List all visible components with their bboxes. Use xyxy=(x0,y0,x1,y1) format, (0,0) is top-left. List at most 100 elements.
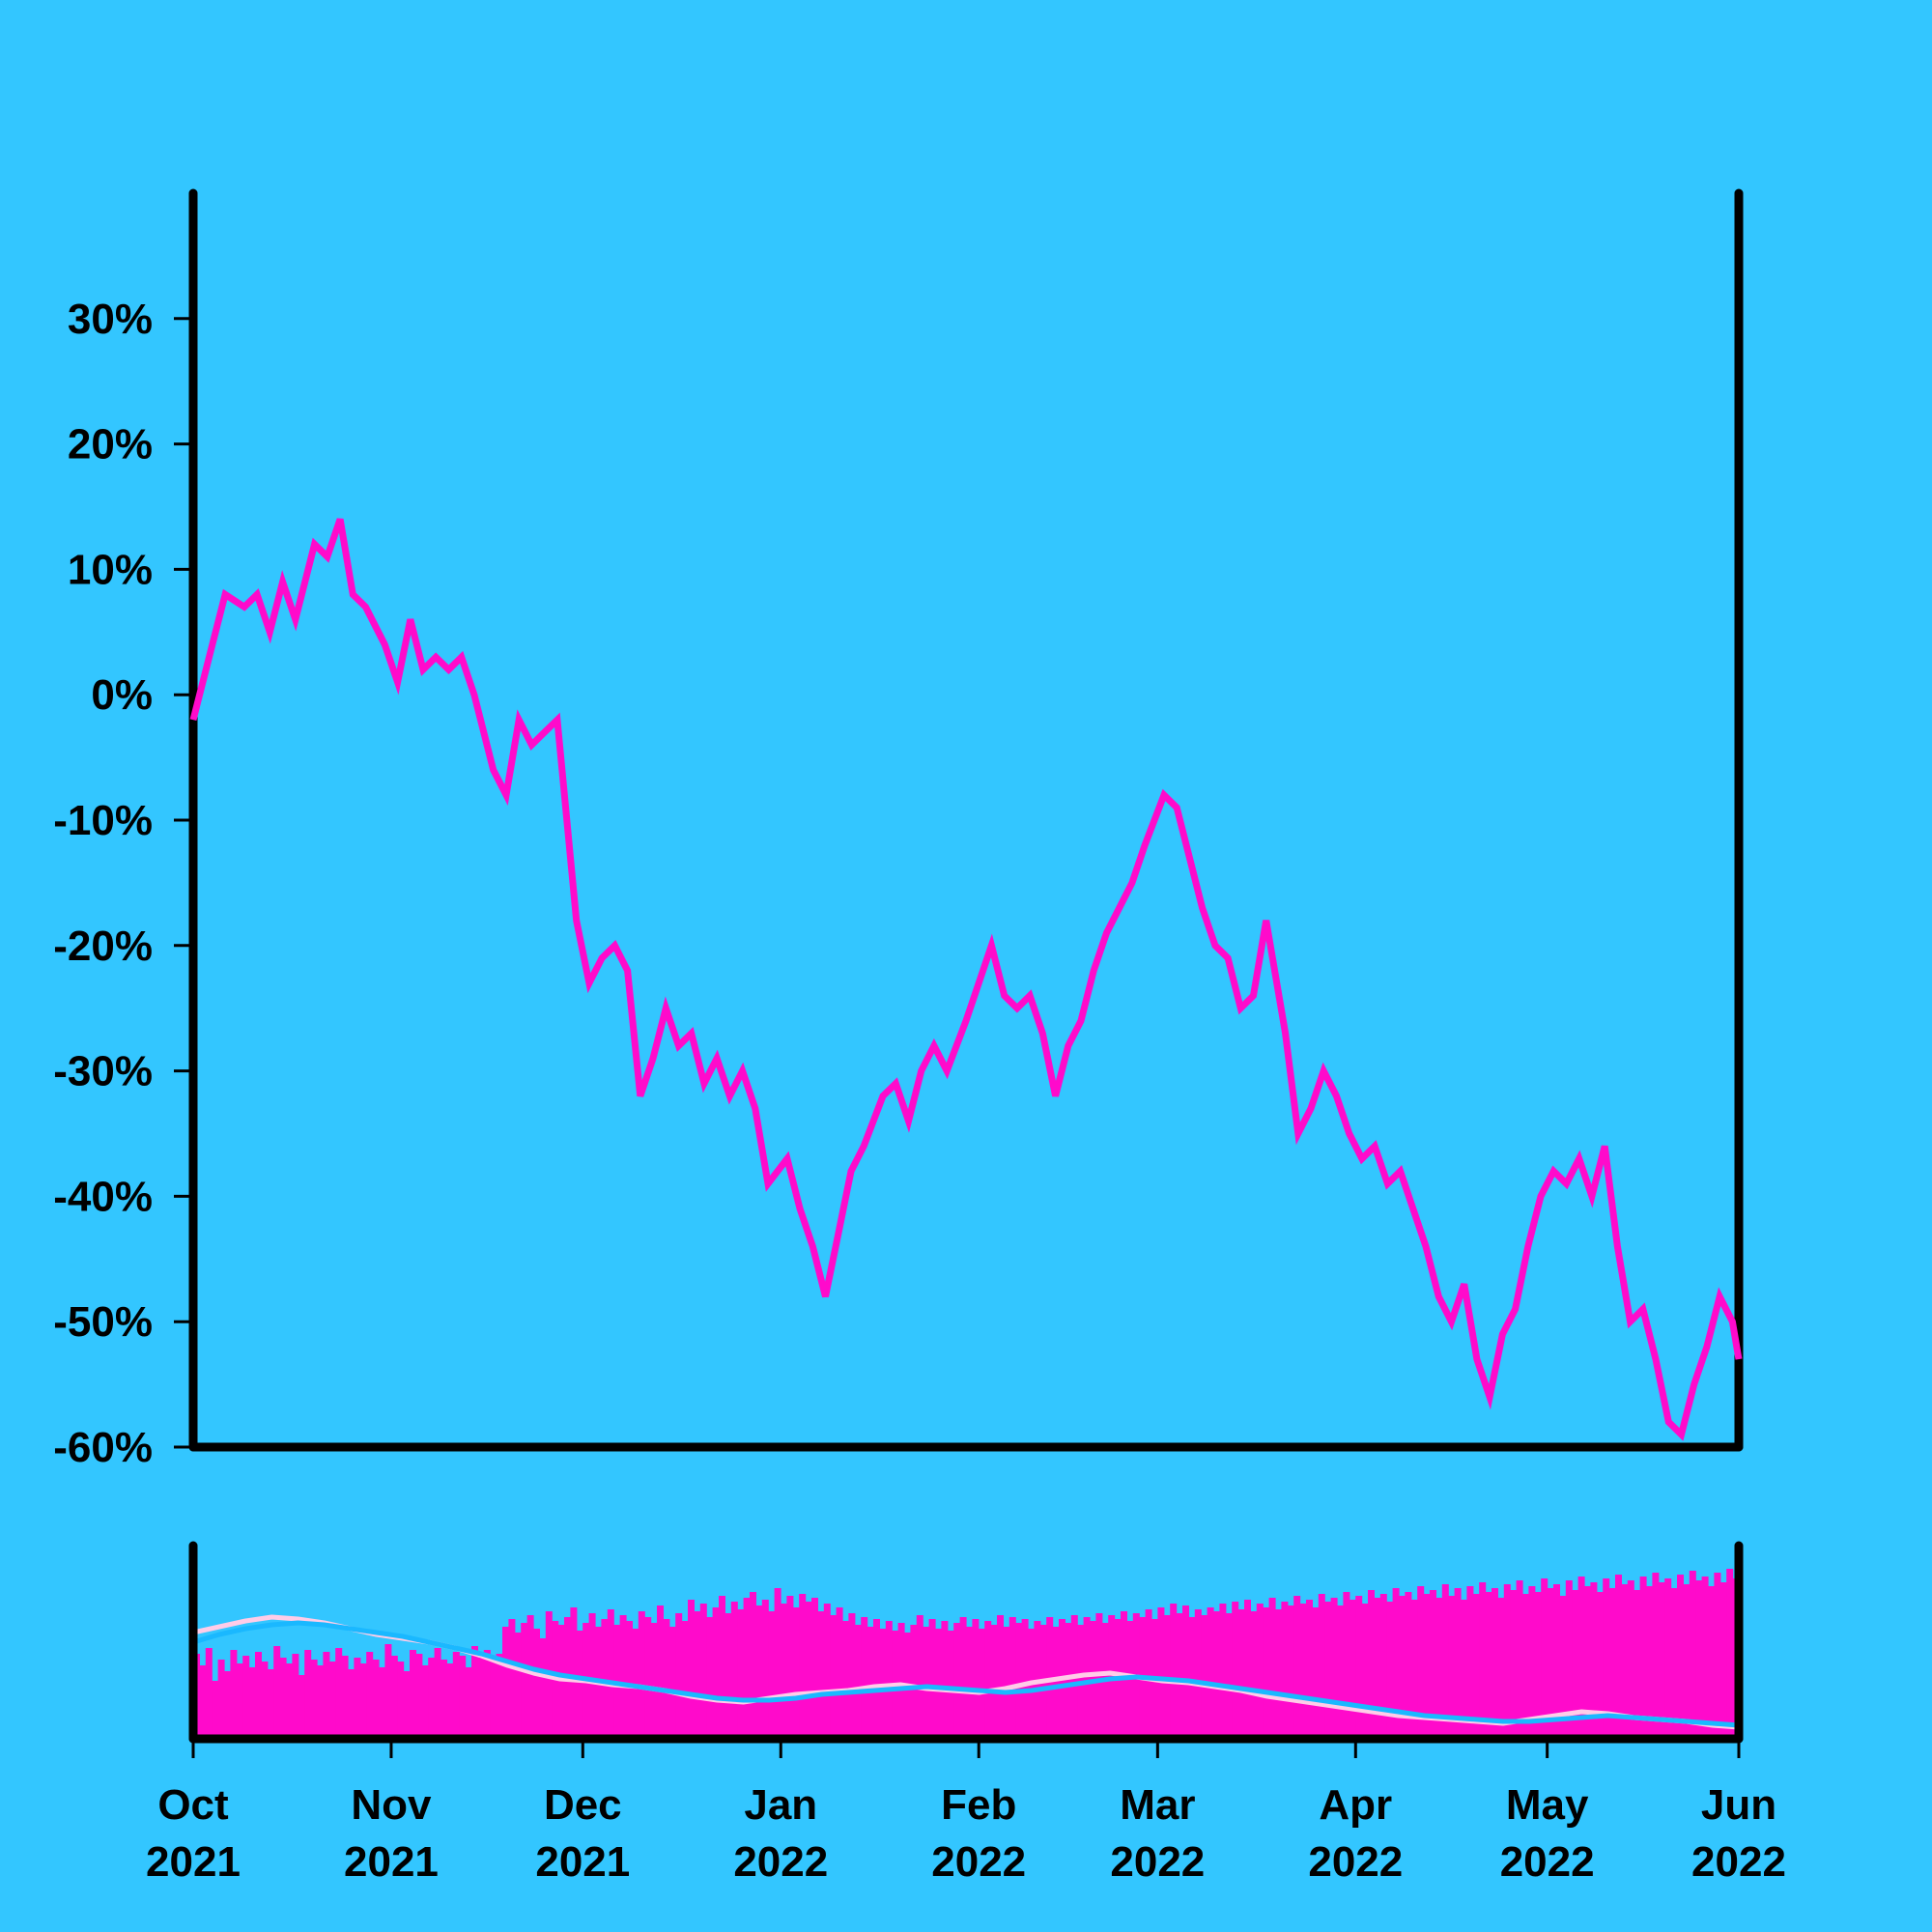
volume-bar xyxy=(719,1596,725,1739)
volume-bar xyxy=(724,1613,732,1739)
volume-bar xyxy=(743,1598,751,1739)
volume-bar xyxy=(854,1625,862,1739)
volume-bar xyxy=(1621,1584,1629,1739)
volume-bar xyxy=(502,1627,509,1739)
volume-bar xyxy=(1194,1609,1202,1739)
volume-bar xyxy=(341,1656,349,1739)
volume-bar xyxy=(1547,1588,1554,1739)
volume-bar xyxy=(638,1611,645,1739)
volume-bar xyxy=(526,1615,534,1739)
volume-bar xyxy=(601,1619,609,1739)
volume-bar xyxy=(255,1652,262,1739)
volume-bar xyxy=(588,1613,596,1739)
volume-bar xyxy=(1312,1607,1320,1739)
price-line xyxy=(189,518,1743,1441)
volume-bar xyxy=(1664,1578,1672,1739)
volume-bar xyxy=(1232,1602,1239,1739)
y-tick-label: -30% xyxy=(53,1048,153,1095)
volume-bar xyxy=(681,1621,689,1739)
volume-bar xyxy=(1318,1594,1325,1739)
volume-bar xyxy=(1683,1584,1690,1739)
volume-bar xyxy=(1639,1577,1647,1739)
volume-bar xyxy=(1510,1590,1518,1739)
volume-bar xyxy=(626,1621,633,1739)
volume-bar xyxy=(1213,1611,1220,1739)
volume-bar xyxy=(1410,1600,1418,1739)
volume-bar xyxy=(434,1648,441,1739)
volume-bar xyxy=(817,1611,825,1739)
volume-bar xyxy=(1237,1609,1245,1739)
volume-bar xyxy=(298,1675,305,1739)
volume-bar xyxy=(471,1646,478,1739)
volume-bar xyxy=(1287,1605,1294,1739)
y-tick-label: -10% xyxy=(53,797,153,844)
volume-bar xyxy=(1392,1588,1400,1739)
volume-bar xyxy=(811,1598,818,1739)
volume-bar xyxy=(1522,1594,1529,1739)
volume-bar xyxy=(972,1619,980,1739)
x-tick-month-label: Feb xyxy=(941,1781,1016,1829)
volume-bar xyxy=(1559,1596,1567,1739)
volume-bar xyxy=(1534,1592,1542,1739)
volume-bar xyxy=(397,1662,405,1739)
volume-bar xyxy=(990,1625,998,1739)
volume-bar xyxy=(1405,1592,1412,1739)
volume-bar xyxy=(1726,1569,1734,1739)
volume-bar xyxy=(953,1623,961,1739)
volume-bar xyxy=(286,1663,293,1739)
volume-bar xyxy=(421,1665,429,1739)
volume-bar xyxy=(1145,1609,1152,1739)
volume-bar xyxy=(1263,1607,1270,1739)
volume-bar xyxy=(1355,1596,1363,1739)
volume-bar xyxy=(978,1629,985,1739)
volume-bar xyxy=(657,1605,664,1739)
volume-bar xyxy=(1590,1582,1598,1739)
volume-bar xyxy=(372,1660,380,1739)
volume-bar xyxy=(781,1604,787,1739)
y-tick-label: -60% xyxy=(53,1424,153,1471)
volume-bar xyxy=(1714,1573,1721,1739)
volume-bar xyxy=(1021,1619,1029,1739)
volume-bar xyxy=(452,1652,460,1739)
volume-bar xyxy=(694,1611,701,1739)
volume-bar xyxy=(1299,1604,1307,1739)
volume-bar xyxy=(267,1669,274,1739)
volume-bar xyxy=(1176,1613,1183,1739)
volume-bar xyxy=(1374,1598,1381,1739)
volume-bar xyxy=(737,1609,745,1739)
volume-bar xyxy=(1577,1577,1585,1739)
volume-bar xyxy=(521,1623,528,1739)
volume-bar xyxy=(1188,1617,1196,1739)
volume-bar xyxy=(508,1619,516,1739)
volume-bar xyxy=(428,1658,436,1739)
volume-bar xyxy=(867,1627,874,1739)
volume-bar xyxy=(323,1652,330,1739)
x-tick-month-label: Dec xyxy=(544,1781,622,1829)
volume-bar xyxy=(1634,1590,1641,1739)
volume-bar xyxy=(706,1617,714,1739)
volume-bar xyxy=(966,1627,973,1739)
x-tick-month-label: Oct xyxy=(157,1781,229,1829)
x-tick-year-label: 2022 xyxy=(733,1838,828,1886)
volume-bar xyxy=(1009,1617,1016,1739)
volume-bar xyxy=(668,1627,676,1739)
volume-bar xyxy=(576,1631,583,1739)
volume-bar xyxy=(1492,1588,1498,1739)
volume-bar xyxy=(1343,1592,1350,1739)
volume-bar xyxy=(539,1638,547,1739)
volume-bar xyxy=(1497,1598,1505,1739)
volume-bar xyxy=(688,1600,695,1739)
volume-bar xyxy=(1479,1582,1487,1739)
volume-bar xyxy=(1065,1623,1072,1739)
volume-bar xyxy=(1677,1575,1684,1739)
volume-bar xyxy=(1170,1604,1178,1739)
volume-bar xyxy=(947,1631,954,1739)
volume-bar xyxy=(1349,1600,1356,1739)
volume-bar xyxy=(1201,1615,1208,1739)
x-tick-year-label: 2021 xyxy=(535,1838,630,1886)
volume-bar xyxy=(861,1617,868,1739)
volume-bar xyxy=(1052,1627,1060,1739)
volume-bar xyxy=(446,1663,454,1739)
volume-bar xyxy=(1268,1598,1276,1739)
